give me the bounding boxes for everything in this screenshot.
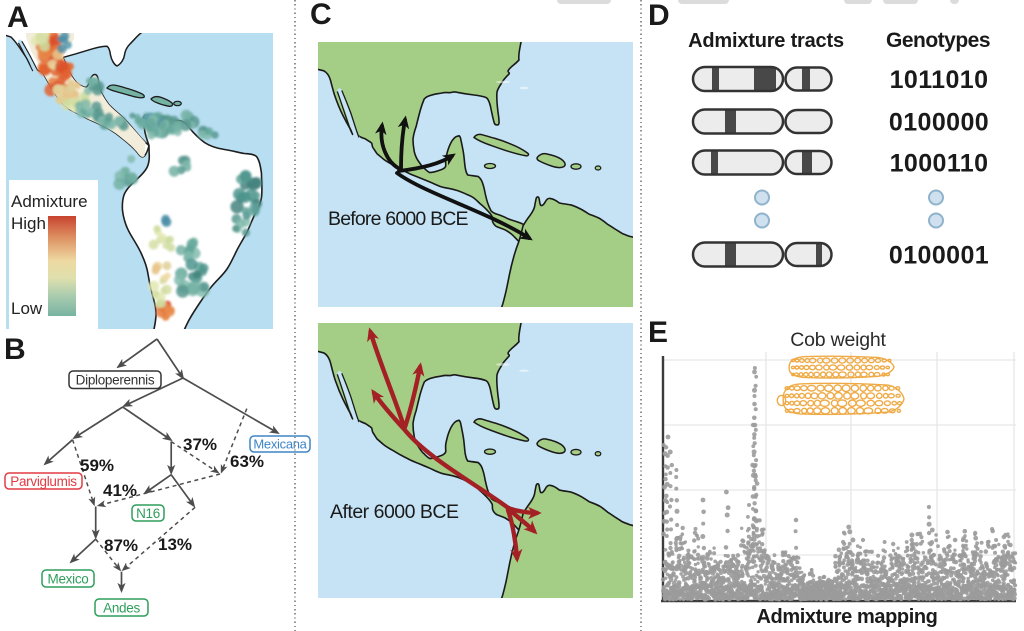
svg-text:1000110: 1000110 [890,150,989,178]
svg-text:N16: N16 [136,506,160,521]
svg-text:Diploperennis: Diploperennis [76,373,155,388]
svg-text:Admixture mapping: Admixture mapping [757,606,938,628]
svg-text:0100001: 0100001 [889,242,989,270]
svg-text:Cob weight: Cob weight [790,329,886,351]
svg-text:41%: 41% [103,481,137,500]
svg-text:Genotypes: Genotypes [886,29,990,52]
svg-text:37%: 37% [183,435,217,454]
svg-text:1011010: 1011010 [890,66,989,94]
svg-text:0100000: 0100000 [889,109,989,137]
svg-text:87%: 87% [104,536,138,555]
svg-text:Admixture tracts: Admixture tracts [688,30,844,52]
svg-text:Mexicana: Mexicana [253,437,307,452]
svg-text:63%: 63% [230,452,264,471]
svg-text:Admixture: Admixture [11,192,88,211]
svg-text:Andes: Andes [103,600,140,615]
svg-text:Low: Low [11,299,43,318]
svg-text:Parviglumis: Parviglumis [10,474,77,489]
svg-text:Mexico: Mexico [48,571,89,586]
svg-text:Before 6000 BCE: Before 6000 BCE [328,208,469,230]
svg-text:13%: 13% [158,535,192,554]
svg-text:After 6000 BCE: After 6000 BCE [330,501,459,523]
svg-text:High: High [11,214,46,233]
svg-text:59%: 59% [80,456,114,475]
